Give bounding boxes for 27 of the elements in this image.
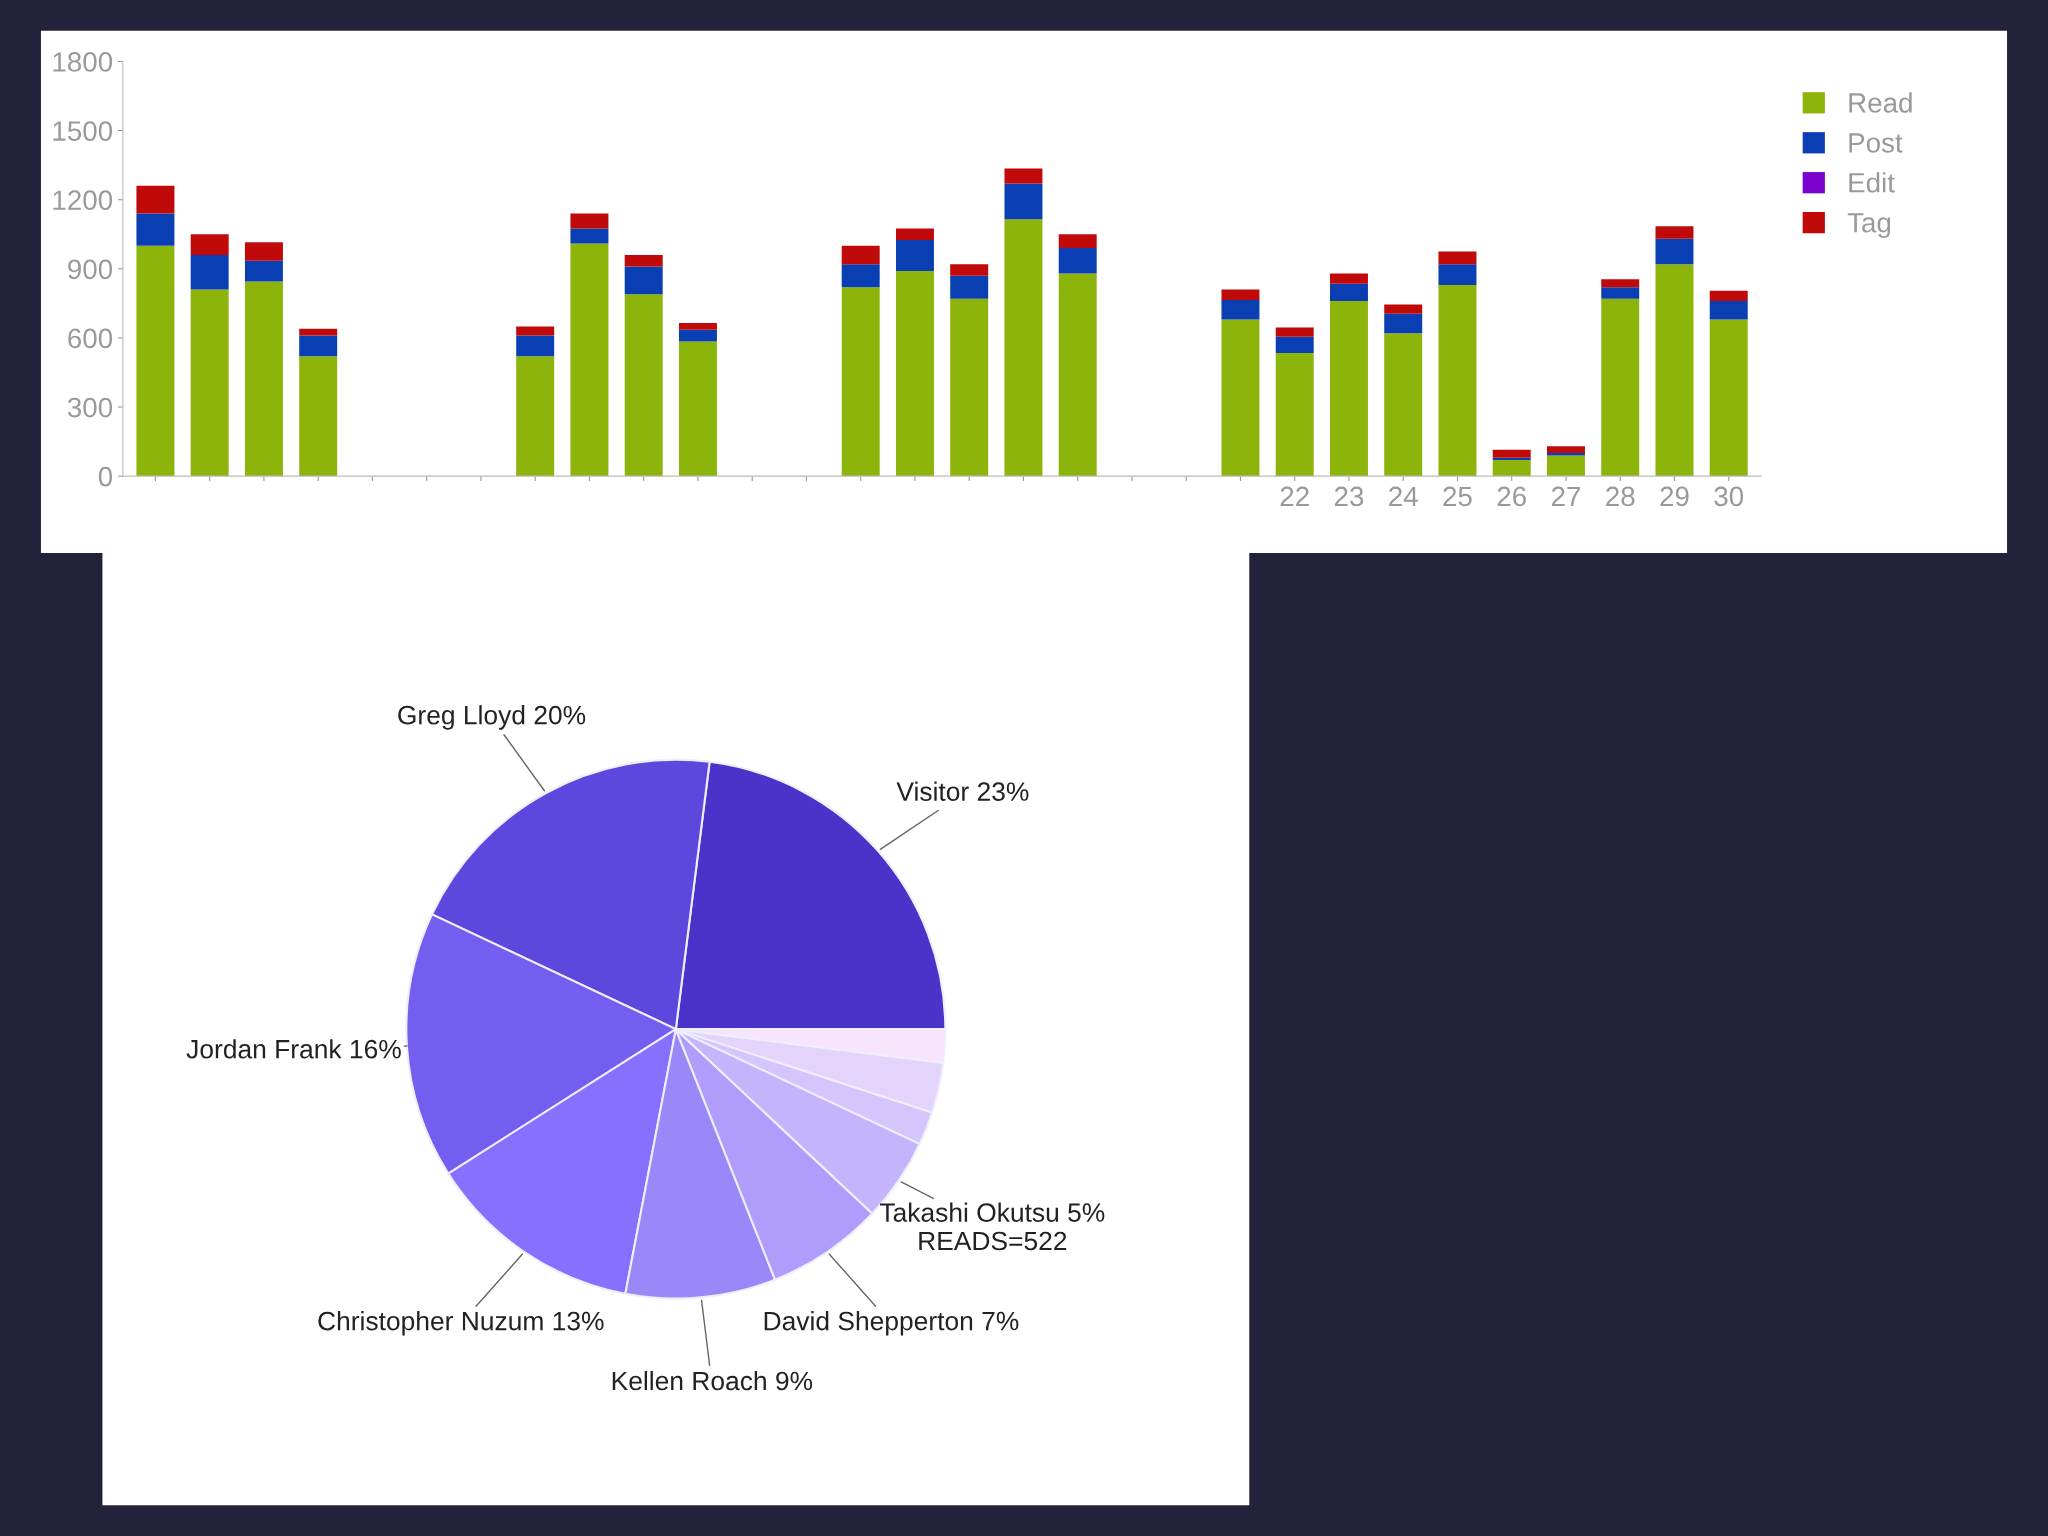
x-tick-label: 27 <box>1551 486 1581 507</box>
x-tick-label: 26 <box>1497 486 1526 507</box>
slice-label: Visitor 23% <box>896 781 1029 801</box>
slice-label: Kellen Roach 9% <box>612 1370 813 1391</box>
y-tick-label: 1500 <box>53 121 113 141</box>
legend-label: Edit <box>1849 172 1895 193</box>
y-tick-label: 900 <box>68 259 113 280</box>
slice-label: Jordan Frank 16% <box>186 1039 401 1059</box>
x-tick-label: 29 <box>1660 486 1689 507</box>
slice-label: Greg Lloyd 20% <box>398 705 586 730</box>
y-tick-label: 1200 <box>53 190 113 211</box>
x-tick-label: 24 <box>1389 486 1418 507</box>
y-tick-label: 0 <box>98 466 113 487</box>
slice-label: Takashi Okutsu 5% READS=522 <box>879 1202 1105 1251</box>
slice-label: Christopher Nuzum 13% <box>318 1311 604 1336</box>
x-tick-label: 30 <box>1714 486 1744 507</box>
x-tick-label: 23 <box>1334 486 1364 507</box>
legend-label: Post <box>1849 133 1903 153</box>
slice-label: David Shepperton 7% <box>764 1311 1019 1336</box>
x-tick-label: 22 <box>1280 486 1309 507</box>
x-tick-label: 28 <box>1606 486 1635 507</box>
y-tick-label: 600 <box>68 328 113 349</box>
legend-label: Read <box>1849 92 1912 113</box>
legend-label: Tag <box>1847 213 1891 239</box>
y-tick-label: 1800 <box>53 52 113 72</box>
x-tick-label: 25 <box>1443 486 1472 507</box>
y-tick-label: 300 <box>67 397 113 418</box>
